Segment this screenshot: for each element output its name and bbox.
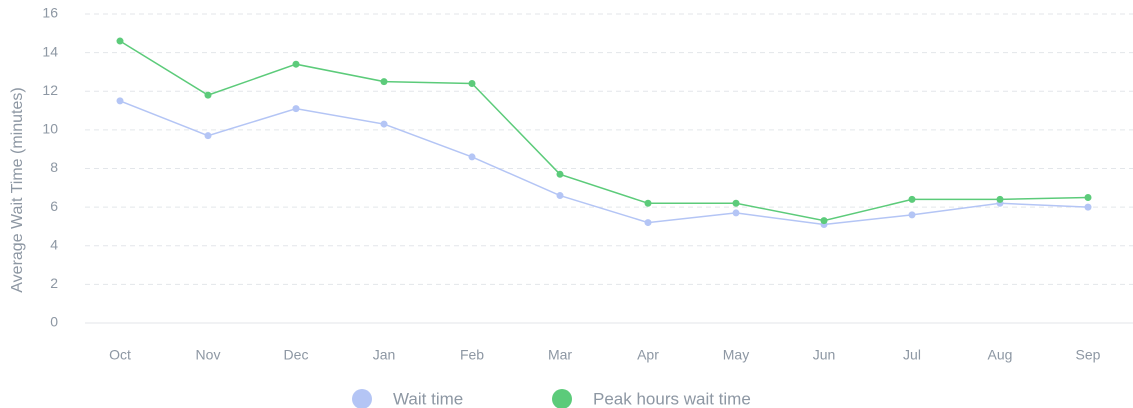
data-point	[204, 91, 212, 99]
data-point	[556, 170, 564, 178]
series-line	[119, 40, 1089, 222]
y-tick-label: 12	[42, 82, 58, 98]
data-point	[116, 37, 124, 45]
data-point	[380, 120, 388, 128]
legend-label: Peak hours wait time	[593, 389, 751, 408]
data-point	[996, 195, 1004, 203]
data-point	[468, 153, 476, 161]
data-point	[380, 78, 388, 86]
y-tick-label: 10	[42, 121, 58, 137]
data-point	[116, 97, 124, 105]
data-point	[1084, 193, 1092, 201]
data-point	[556, 192, 564, 200]
x-tick-label: Jan	[373, 347, 396, 363]
x-tick-label: Sep	[1076, 347, 1101, 363]
data-point	[468, 80, 476, 88]
y-tick-label: 8	[50, 159, 58, 175]
data-point	[1084, 203, 1092, 211]
x-tick-label: Mar	[548, 347, 572, 363]
series-line	[119, 100, 1089, 226]
legend-swatch	[352, 389, 372, 408]
y-tick-label: 6	[50, 198, 58, 214]
x-tick-label: May	[723, 347, 749, 363]
data-point	[204, 132, 212, 140]
data-point	[820, 217, 828, 225]
y-axis-title: Average Wait Time (minutes)	[9, 87, 26, 292]
legend-label: Wait time	[393, 389, 463, 408]
data-point	[732, 209, 740, 217]
y-tick-label: 16	[42, 5, 58, 21]
x-tick-label: Jul	[903, 347, 921, 363]
x-tick-label: Nov	[196, 347, 221, 363]
x-tick-label: Oct	[109, 347, 131, 363]
data-point	[292, 105, 300, 113]
y-tick-label: 0	[50, 314, 58, 330]
y-tick-label: 2	[50, 275, 58, 291]
y-tick-label: 14	[42, 43, 58, 59]
data-point	[644, 219, 652, 227]
legend-swatch	[552, 389, 572, 408]
data-point	[292, 60, 300, 68]
data-point	[908, 211, 916, 219]
x-tick-label: Dec	[284, 347, 309, 363]
x-tick-label: Jun	[813, 347, 836, 363]
y-tick-label: 4	[50, 236, 58, 252]
x-tick-label: Apr	[637, 347, 659, 363]
data-point	[644, 199, 652, 207]
x-tick-label: Feb	[460, 347, 484, 363]
x-tick-label: Aug	[988, 347, 1013, 363]
data-point	[908, 195, 916, 203]
data-point	[732, 199, 740, 207]
